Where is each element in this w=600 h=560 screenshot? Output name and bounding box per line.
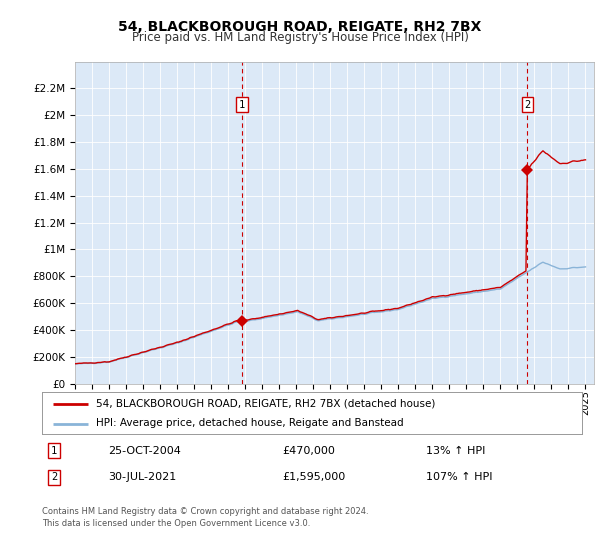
Text: 107% ↑ HPI: 107% ↑ HPI: [426, 472, 493, 482]
Text: 2: 2: [51, 472, 57, 482]
Text: 54, BLACKBOROUGH ROAD, REIGATE, RH2 7BX: 54, BLACKBOROUGH ROAD, REIGATE, RH2 7BX: [118, 20, 482, 34]
Text: £1,595,000: £1,595,000: [282, 472, 345, 482]
Text: 25-OCT-2004: 25-OCT-2004: [108, 446, 181, 456]
Text: HPI: Average price, detached house, Reigate and Banstead: HPI: Average price, detached house, Reig…: [96, 418, 404, 428]
Text: 13% ↑ HPI: 13% ↑ HPI: [426, 446, 485, 456]
Text: Contains HM Land Registry data © Crown copyright and database right 2024.
This d: Contains HM Land Registry data © Crown c…: [42, 507, 368, 528]
Text: 54, BLACKBOROUGH ROAD, REIGATE, RH2 7BX (detached house): 54, BLACKBOROUGH ROAD, REIGATE, RH2 7BX …: [96, 399, 436, 409]
Text: £470,000: £470,000: [282, 446, 335, 456]
Text: 1: 1: [51, 446, 57, 456]
Text: 1: 1: [239, 100, 245, 110]
Text: 2: 2: [524, 100, 530, 110]
Text: Price paid vs. HM Land Registry's House Price Index (HPI): Price paid vs. HM Land Registry's House …: [131, 31, 469, 44]
Text: 30-JUL-2021: 30-JUL-2021: [108, 472, 176, 482]
